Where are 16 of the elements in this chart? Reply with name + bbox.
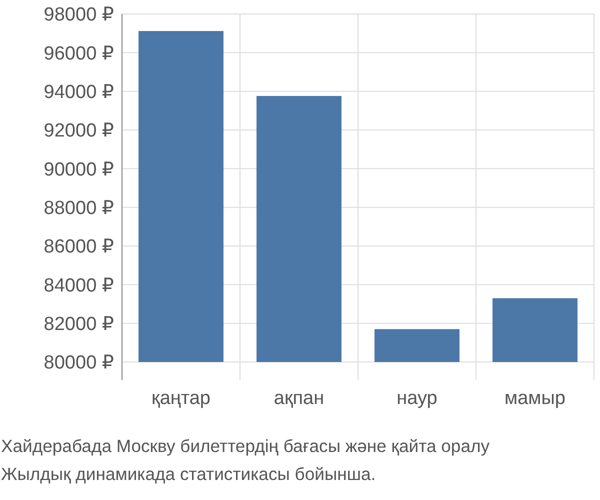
y-tick-label: 82000 ₽: [44, 314, 114, 335]
y-tick-label: 96000 ₽: [44, 43, 114, 64]
text: Хайдерабада Москву билеттердің бағасы және қайта оралу: [1, 436, 490, 456]
x-tick-label: ақпан: [274, 388, 324, 409]
y-tick-label: 98000 ₽: [44, 4, 114, 26]
y-tick-label: 92000 ₽: [44, 120, 114, 142]
y-tick-label: 80000 ₽: [44, 352, 114, 374]
y-tick-label: 88000 ₽: [44, 198, 114, 219]
x-tick-label: қаңтар: [152, 388, 210, 409]
y-tick-label: 84000 ₽: [44, 275, 114, 296]
text: Жылдық динамикада статистикасы бойынша.: [1, 464, 376, 484]
y-tick-label: 86000 ₽: [44, 236, 114, 258]
y-tick-label: 90000 ₽: [44, 159, 114, 180]
y-tick-label: 94000 ₽: [44, 82, 114, 103]
x-tick-label: мамыр: [504, 388, 566, 409]
x-tick-label: наур: [396, 388, 438, 409]
